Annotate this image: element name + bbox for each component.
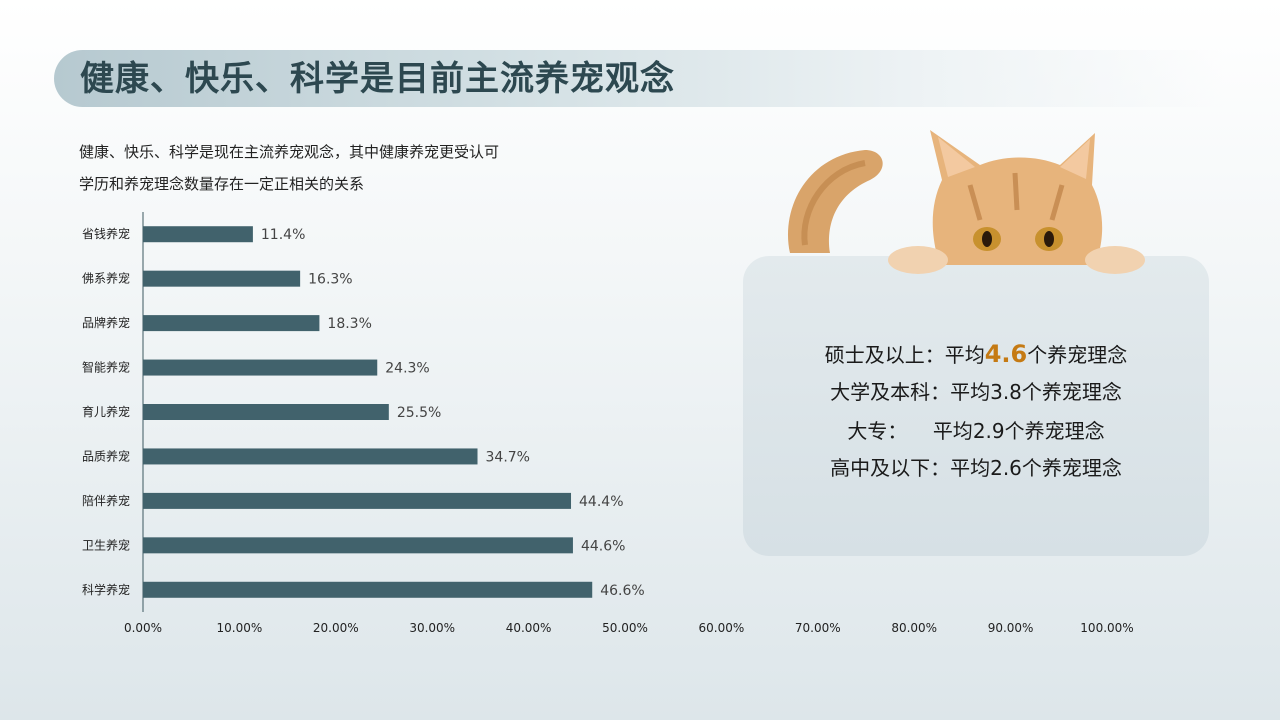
stat-row-college: 大专： 平均2.9个养宠理念 [847,419,1105,443]
category-label: 智能养宠 [82,360,130,375]
page-title: 健康、快乐、科学是目前主流养宠观念 [80,59,675,99]
x-tick-label: 20.00% [313,621,359,635]
data-label: 18.3% [327,316,371,332]
x-tick-label: 0.00% [124,621,162,635]
x-tick-label: 90.00% [988,621,1034,635]
data-label: 24.3% [385,361,429,377]
education-stats-card: 硕士及以上：平均4.6个养宠理念 大学及本科：平均3.8个养宠理念 大专： 平均… [743,256,1209,556]
x-tick-label: 10.00% [217,621,263,635]
bar [143,492,572,509]
x-tick-label: 40.00% [506,621,552,635]
stat-row-master: 硕士及以上：平均4.6个养宠理念 [824,340,1128,368]
data-label: 34.7% [486,449,530,465]
category-label: 品质养宠 [82,448,130,463]
category-label: 省钱养宠 [82,226,130,241]
x-tick-label: 60.00% [699,621,745,635]
data-label: 44.4% [579,494,623,510]
category-label: 育儿养宠 [82,404,130,419]
x-tick-label: 70.00% [795,621,841,635]
x-tick-label: 30.00% [409,621,455,635]
stat-row-highschool: 高中及以下：平均2.6个养宠理念 [830,456,1122,480]
x-tick-label: 50.00% [602,621,648,635]
bar [143,581,593,598]
stat-row-bachelor: 大学及本科：平均3.8个养宠理念 [830,380,1122,404]
category-label: 品牌养宠 [82,315,130,330]
category-label: 佛系养宠 [82,271,130,286]
cat-illustration [788,130,1145,274]
bar [143,359,378,376]
subtitle-line-1: 健康、快乐、科学是现在主流养宠观念，其中健康养宠更受认可 [79,143,500,161]
title-band [54,50,1224,107]
category-label: 卫生养宠 [82,537,130,552]
data-label: 44.6% [581,538,625,554]
data-label: 11.4% [261,227,305,243]
bar [143,270,301,287]
bar [143,448,478,465]
bar [143,315,320,332]
category-label: 科学养宠 [82,582,130,597]
category-label: 陪伴养宠 [82,493,130,508]
data-label: 16.3% [308,272,352,288]
bar [143,226,253,243]
x-tick-label: 100.00% [1080,621,1133,635]
data-label: 46.6% [600,583,644,599]
x-tick-label: 80.00% [891,621,937,635]
data-label: 25.5% [397,405,441,421]
subtitle-line-2: 学历和养宠理念数量存在一定正相关的关系 [79,175,365,193]
bar [143,537,573,554]
bar [143,404,389,420]
